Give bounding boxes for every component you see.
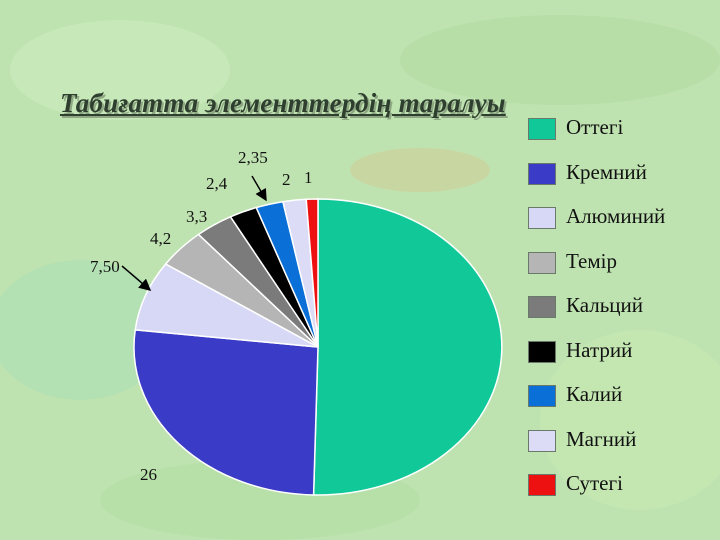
legend-label: Магний	[566, 426, 637, 451]
data-label-6: 2,4	[206, 174, 228, 193]
data-label-7: 2,35	[238, 148, 268, 167]
data-label-9: 1	[304, 168, 313, 187]
legend-label: Кальций	[566, 293, 644, 317]
legend-swatch	[528, 340, 556, 363]
data-label-kremnii: 26	[140, 465, 157, 484]
legend-swatch	[528, 118, 556, 140]
chart-title: Табиғатта элементтердің таралуы	[60, 88, 506, 118]
pie-slice-1	[312, 198, 503, 496]
legend-label: Оттегі	[566, 115, 624, 139]
data-label-5: 3,3	[186, 207, 207, 226]
legend-swatch	[528, 385, 556, 407]
legend-swatch	[528, 296, 556, 318]
legend-label: Темір	[566, 248, 617, 273]
pie-slice-9	[305, 198, 319, 348]
data-label-4: 4,2	[150, 229, 171, 248]
leader-line-kalii	[251, 175, 267, 202]
legend-label: Кремний	[566, 159, 647, 184]
legend-swatch	[528, 474, 556, 496]
legend-label: Сутегі	[566, 471, 623, 495]
legend-swatch	[528, 251, 556, 274]
legend-label: Алюминий	[566, 204, 666, 228]
pie-slice-2	[133, 329, 319, 496]
legend-swatch	[528, 429, 556, 452]
legend-swatch	[528, 207, 556, 229]
data-label-3: 7,50	[90, 257, 120, 276]
legend-label: Натрий	[566, 337, 633, 362]
legend-label: Калий	[566, 382, 623, 406]
legend-swatch	[528, 162, 556, 185]
data-label-8: 2	[282, 170, 291, 189]
leader-line-aluminium	[121, 265, 152, 291]
